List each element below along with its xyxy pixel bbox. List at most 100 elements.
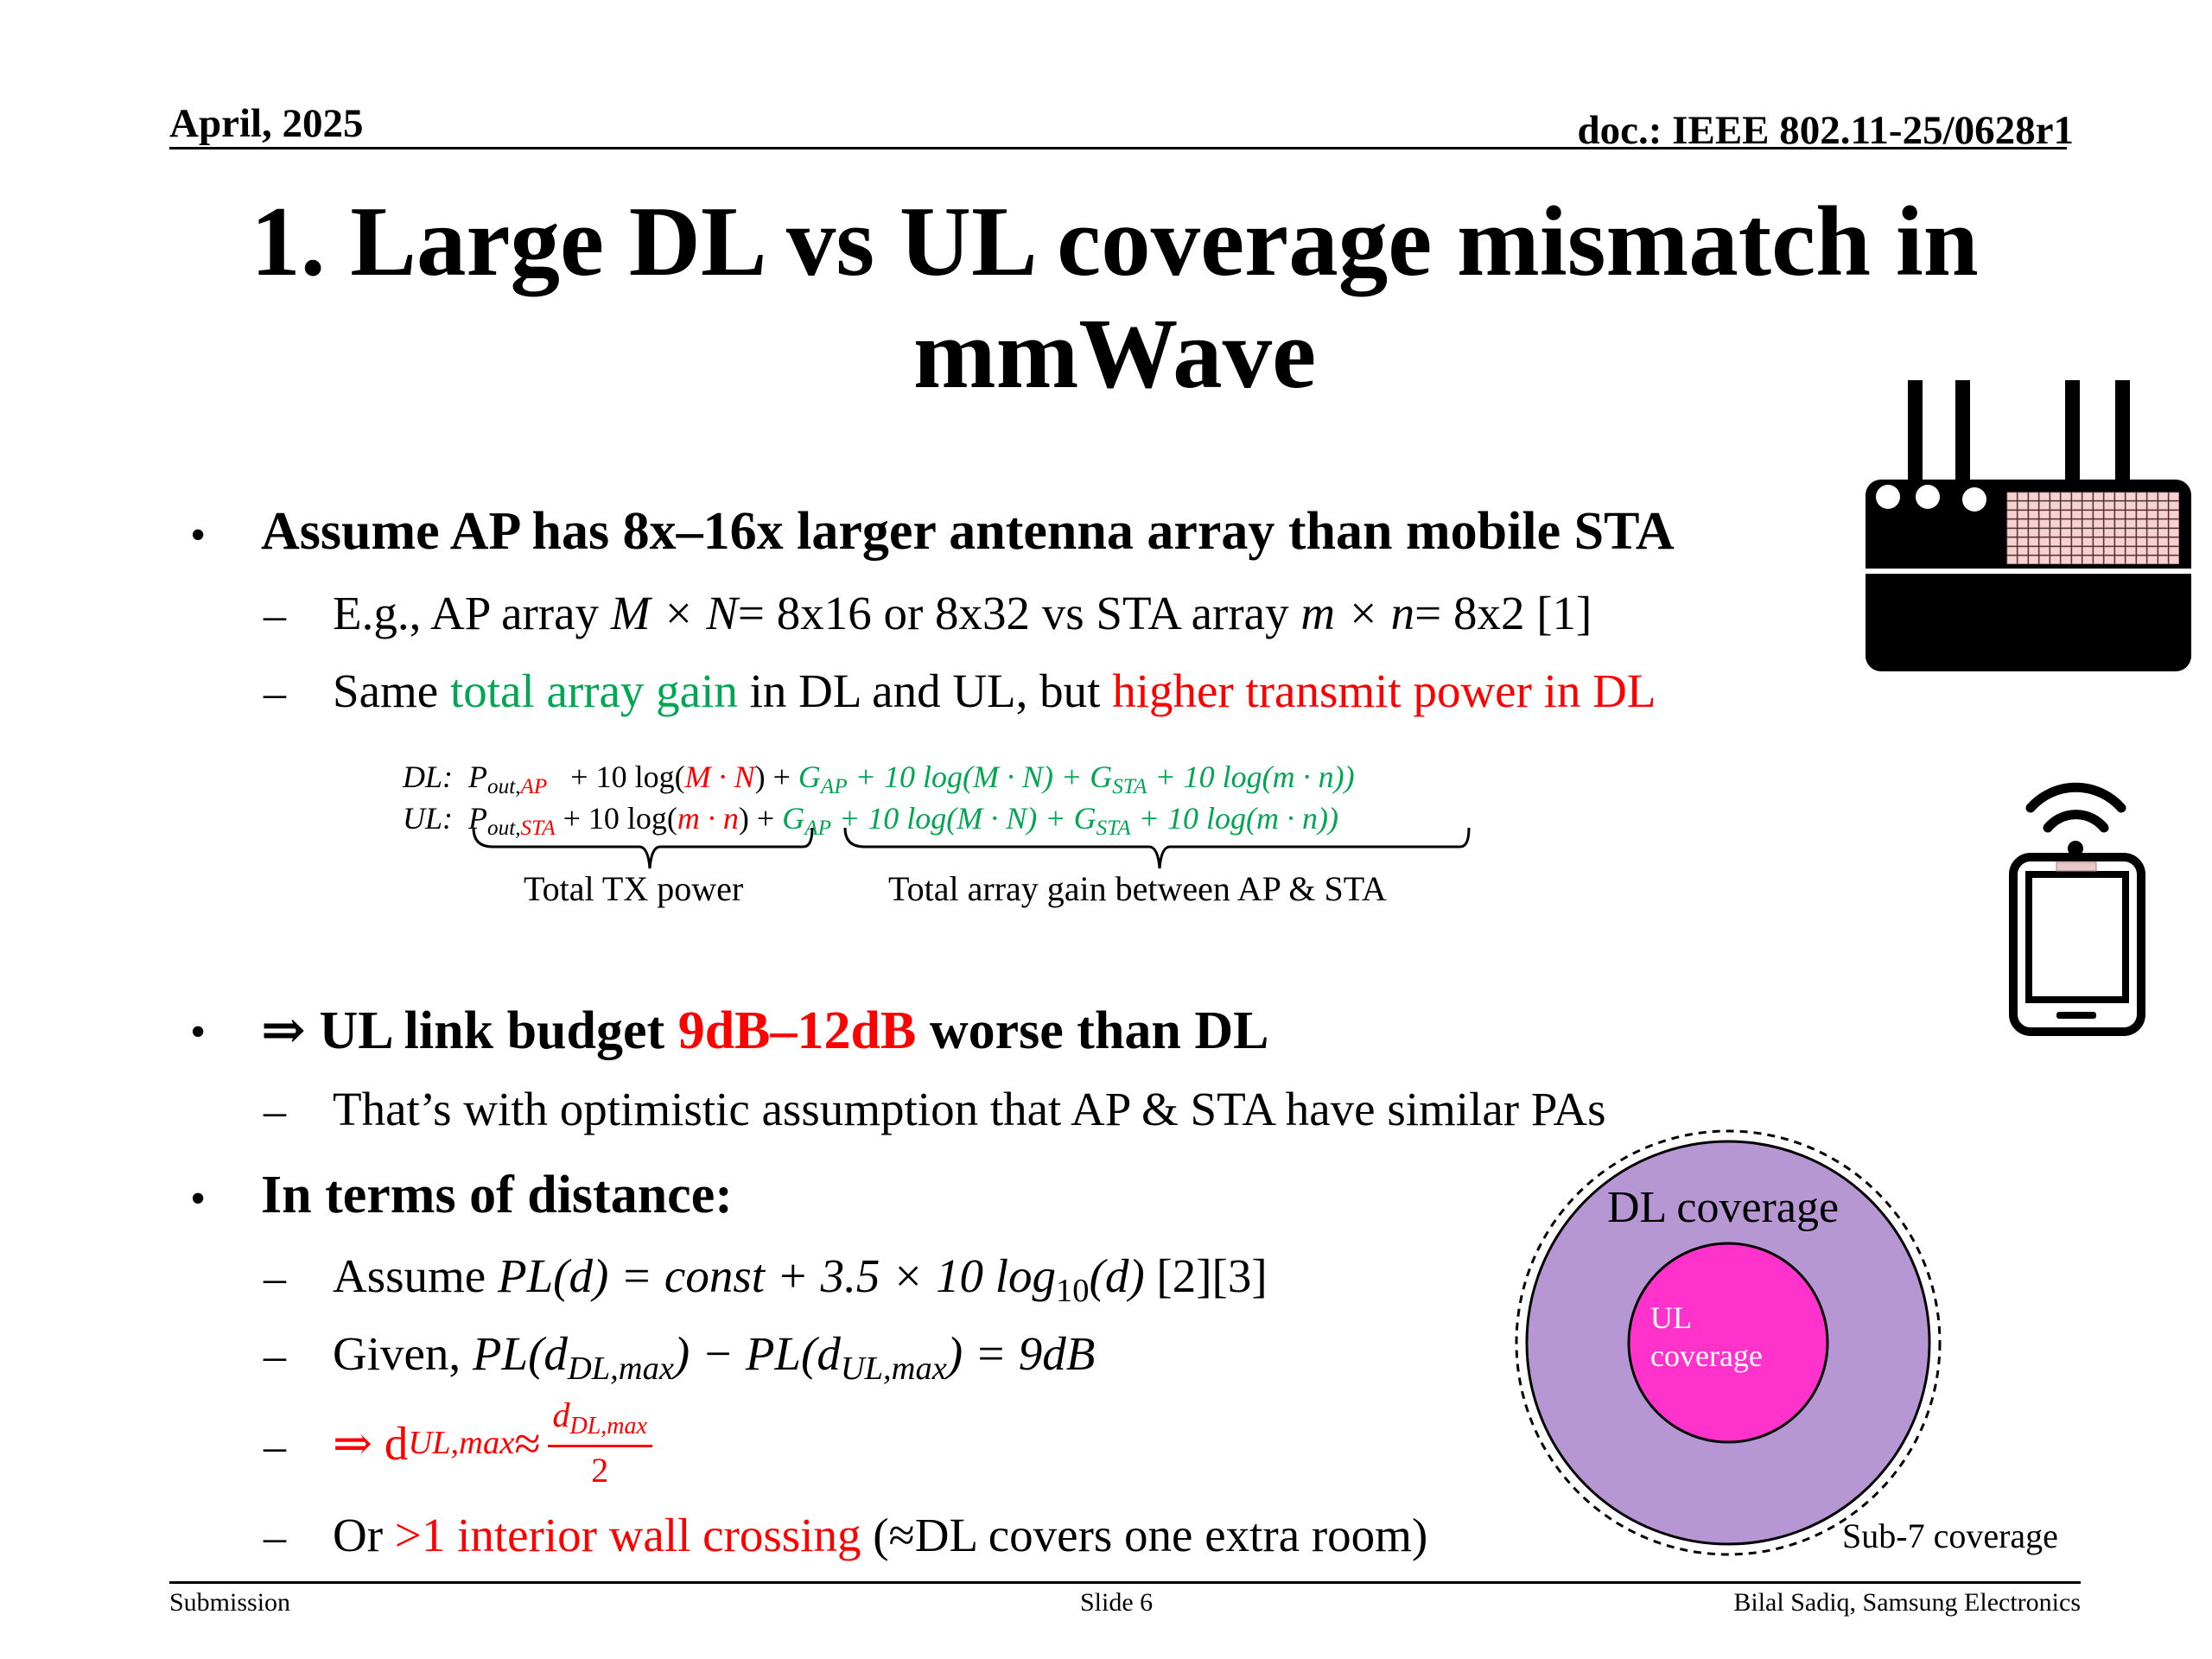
antenna-element xyxy=(2039,556,2050,564)
antenna-element xyxy=(2082,519,2093,528)
antenna-element xyxy=(2169,556,2179,564)
antenna-element xyxy=(2169,546,2179,556)
antenna-element xyxy=(2136,537,2147,546)
antenna-element xyxy=(2061,510,2071,519)
antenna-element xyxy=(2158,492,2169,501)
antenna-element xyxy=(2006,510,2018,519)
antenna-element xyxy=(2169,537,2179,546)
antenna-element xyxy=(2147,492,2158,501)
antenna-element xyxy=(2093,537,2104,546)
bullet-3-sub-2: Given, PL(dDL,max) − PL(dUL,max) = 9dB xyxy=(333,1327,1096,1387)
antenna-element xyxy=(2028,492,2039,501)
antenna-element xyxy=(2028,546,2039,556)
antenna-element xyxy=(2126,492,2136,501)
bullet-3-sub-4: Or >1 interior wall crossing (≈DL covers… xyxy=(333,1509,1428,1561)
antenna-element xyxy=(2061,546,2071,556)
antenna-element xyxy=(2104,546,2114,556)
antenna-element xyxy=(2158,528,2169,537)
antenna-element xyxy=(2136,510,2147,519)
total-tx-power-label: Total TX power xyxy=(524,869,744,908)
antenna-element xyxy=(2039,537,2050,546)
antenna-element xyxy=(2018,492,2028,501)
phone-wifi-icon xyxy=(2009,782,2145,1036)
antenna-element xyxy=(2136,528,2147,537)
antenna-element xyxy=(2114,510,2126,519)
antenna-element xyxy=(2169,528,2179,537)
antenna-element xyxy=(2039,492,2050,501)
sub7-coverage-circle xyxy=(1515,1129,1942,1556)
antenna-element xyxy=(2061,501,2071,510)
sub7-coverage-label: Sub-7 coverage xyxy=(1842,1516,2058,1555)
bullet-3: In terms of distance: xyxy=(261,1166,733,1224)
footer-submission: Submission xyxy=(169,1588,291,1617)
total-array-gain-label: Total array gain between AP & STA xyxy=(888,869,1387,908)
header-rule xyxy=(169,147,2067,149)
antenna-element xyxy=(2126,528,2136,537)
bullet-2: ⇒ UL link budget 9dB–12dB worse than DL xyxy=(261,1001,1269,1060)
antenna-element xyxy=(2082,528,2093,537)
antenna-element xyxy=(2082,510,2093,519)
antenna-element xyxy=(2071,510,2082,519)
antenna-element xyxy=(2006,519,2018,528)
antenna-element xyxy=(2071,492,2082,501)
dash-marker: – xyxy=(264,1422,286,1471)
header-doc: doc.: IEEE 802.11-25/0628r1 xyxy=(1577,108,2074,153)
antenna-element xyxy=(2169,492,2179,501)
bullet-1-sub-1: E.g., AP array M × N= 8x16 or 8x32 vs ST… xyxy=(333,587,1592,639)
antenna-element xyxy=(2126,510,2136,519)
bullet-marker: • xyxy=(190,511,207,560)
antenna-element xyxy=(2050,519,2061,528)
bullet-1-sub-2: Same total array gain in DL and UL, but … xyxy=(333,664,1656,717)
antenna-element xyxy=(2093,519,2104,528)
antenna-element xyxy=(2018,519,2028,528)
antenna-element xyxy=(2169,519,2179,528)
antenna-element xyxy=(2136,519,2147,528)
antenna-element xyxy=(2104,556,2114,564)
antenna-element xyxy=(2114,501,2126,510)
coverage-diagram xyxy=(1515,1129,1942,1556)
antenna-element xyxy=(2147,556,2158,564)
antenna-element xyxy=(2126,546,2136,556)
antenna-element xyxy=(2039,501,2050,510)
antenna-element xyxy=(2158,556,2169,564)
antenna-element xyxy=(2006,556,2018,564)
antenna-element xyxy=(2104,510,2114,519)
bullet-3-sub-1: Assume PL(d) = const + 3.5 × 10 log10(d)… xyxy=(333,1249,1268,1309)
footer-author: Bilal Sadiq, Samsung Electronics xyxy=(1733,1588,2081,1617)
equation-braces xyxy=(472,827,1471,869)
antenna-element xyxy=(2006,546,2018,556)
antenna-element xyxy=(2136,492,2147,501)
bullet-1: Assume AP has 8x–16x larger antenna arra… xyxy=(261,502,1675,561)
antenna-element xyxy=(2147,528,2158,537)
antenna-element xyxy=(2039,528,2050,537)
antenna-element xyxy=(2018,556,2028,564)
antenna-element xyxy=(2071,546,2082,556)
antenna-element xyxy=(2071,537,2082,546)
antenna-element xyxy=(2006,492,2018,501)
antenna-element xyxy=(2093,528,2104,537)
antenna-element xyxy=(2126,537,2136,546)
antenna-element xyxy=(2050,492,2061,501)
antenna-element xyxy=(2050,528,2061,537)
antenna-element xyxy=(2104,537,2114,546)
dash-marker: – xyxy=(264,1087,286,1136)
header-date: April, 2025 xyxy=(169,101,364,146)
antenna-element xyxy=(2071,501,2082,510)
antenna-element xyxy=(2061,556,2071,564)
antenna-element xyxy=(2071,519,2082,528)
antenna-element xyxy=(2018,546,2028,556)
antenna-element xyxy=(2061,492,2071,501)
antenna-element xyxy=(2071,556,2082,564)
antenna-element xyxy=(2093,501,2104,510)
antenna-element xyxy=(2147,501,2158,510)
antenna-element xyxy=(2114,519,2126,528)
antenna-element xyxy=(2006,501,2018,510)
antenna-element xyxy=(2147,537,2158,546)
antenna-element xyxy=(2082,501,2093,510)
antenna-element xyxy=(2061,528,2071,537)
equation-dl: DL: Pout,AP + 10 log(M · N) + GAP + 10 l… xyxy=(403,760,1355,799)
antenna-element xyxy=(2114,537,2126,546)
antenna-element xyxy=(2126,519,2136,528)
antenna-element xyxy=(2039,519,2050,528)
antenna-element xyxy=(2147,519,2158,528)
